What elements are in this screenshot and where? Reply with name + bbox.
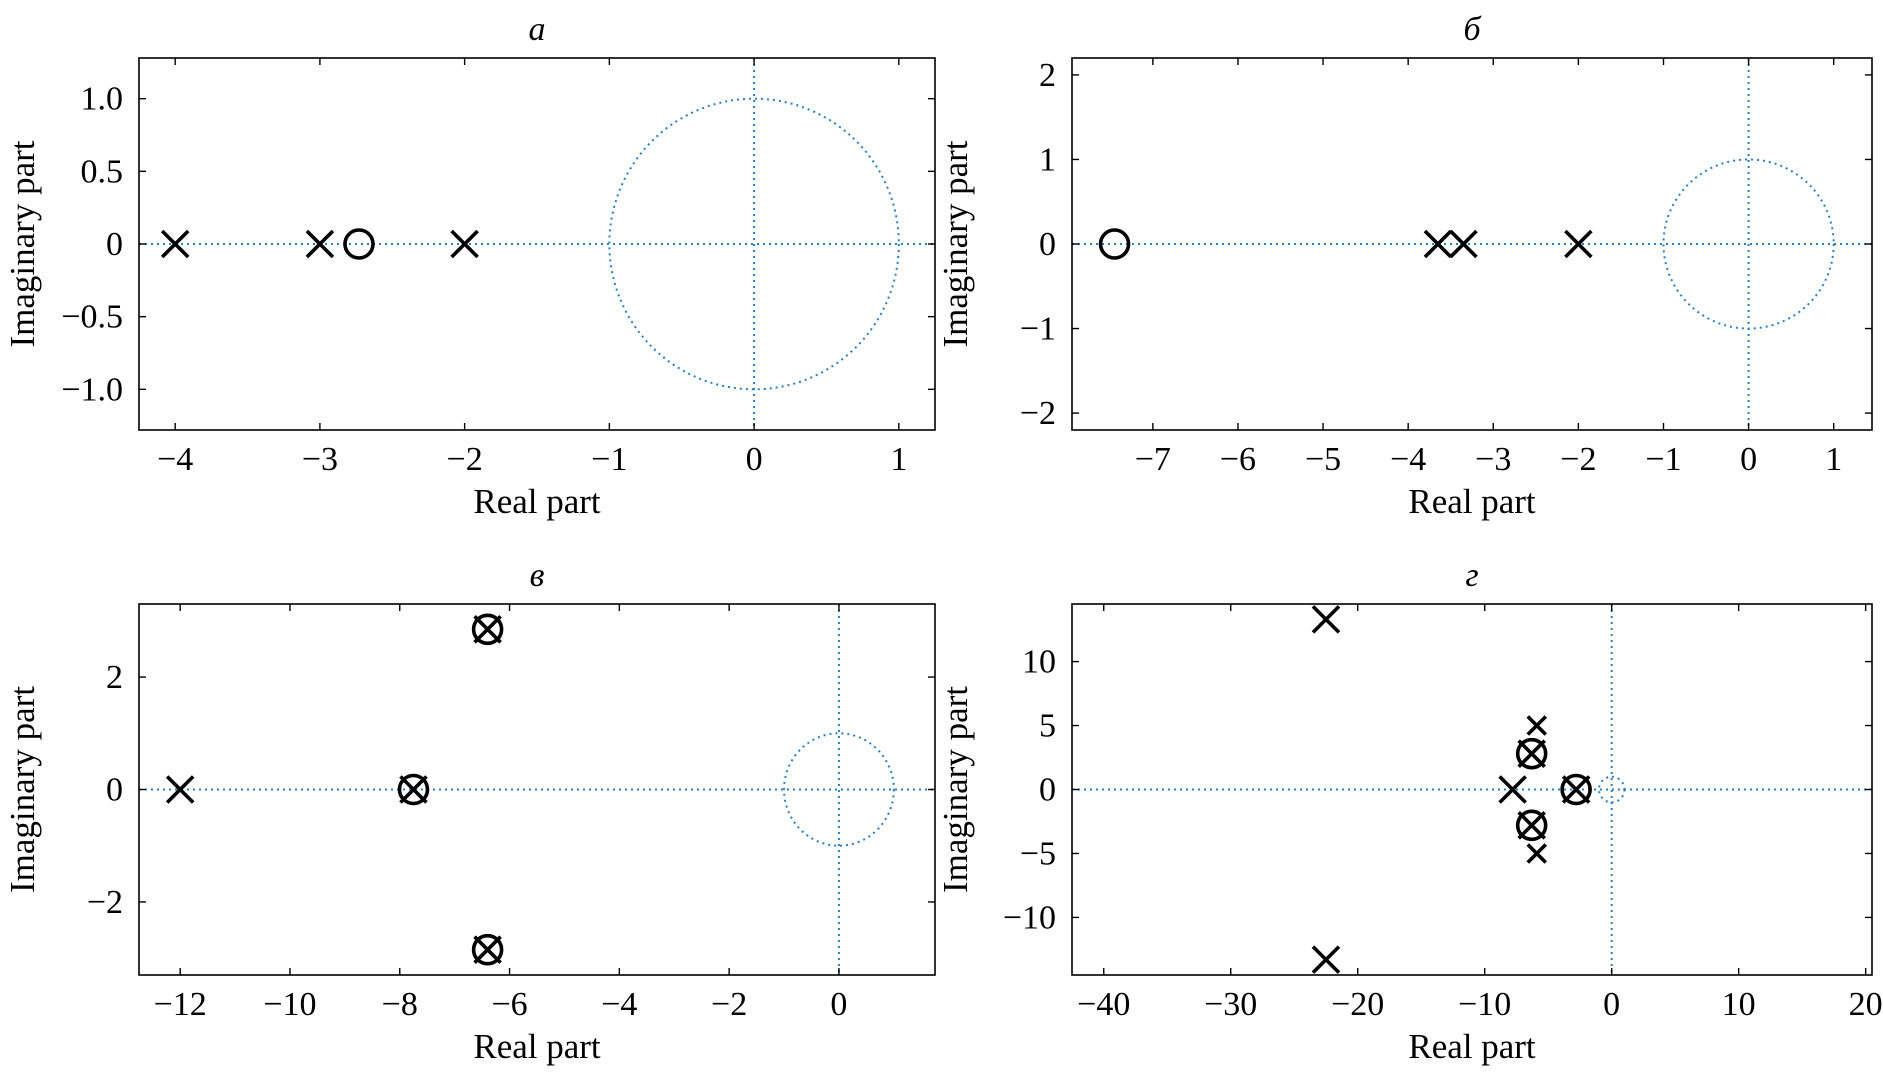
- x-tick-label: −4: [1390, 441, 1426, 478]
- y-tick-label: −0.5: [61, 299, 123, 336]
- x-tick-label: −4: [157, 441, 193, 478]
- unit-circle: [608, 97, 900, 391]
- x-tick-label: −1: [1645, 441, 1681, 478]
- y-tick-label: 0: [1039, 772, 1056, 809]
- unit-circle: [1597, 775, 1626, 804]
- y-tick-label: 0: [106, 226, 123, 263]
- y-tick-label: −5: [1020, 835, 1056, 872]
- panel-2: −7 −6 −5 −4 −3 −2 −1 0 1 2 1 0 −1 −2 б Real part Imagina…: [936, 11, 1873, 521]
- unit-circle: [783, 732, 895, 847]
- x-tick-label: −10: [1458, 986, 1511, 1023]
- zero-marker: [343, 228, 375, 260]
- y-axis-label: Imaginary part: [936, 140, 975, 347]
- zero-marker: [1560, 773, 1592, 806]
- x-tick-label: 0: [746, 441, 763, 478]
- x-tick-label: 1: [890, 441, 907, 478]
- x-tick-label: −2: [1560, 441, 1596, 478]
- pole-marker: [165, 775, 195, 804]
- x-tick-label: −7: [1135, 441, 1171, 478]
- pole-marker: [1311, 945, 1341, 974]
- x-tick-label: 0: [1603, 986, 1620, 1023]
- x-tick-label: −3: [302, 441, 338, 478]
- panel-title: г: [1465, 557, 1478, 594]
- pole-marker: [1561, 775, 1591, 804]
- panel-1: −4 −3 −2 −1 0 1 1.0 0.5 0 −0.5 −1.0 а Real part Imagi…: [3, 11, 936, 521]
- x-tick-label: 10: [1722, 986, 1756, 1023]
- x-tick-label: 0: [830, 986, 847, 1023]
- x-tick-label: −6: [491, 986, 527, 1023]
- x-axis-label: Real part: [1408, 482, 1536, 521]
- pole-marker: [1517, 811, 1546, 840]
- y-tick-label: 0: [1039, 226, 1056, 263]
- zero-marker: [397, 773, 430, 806]
- guide-lines: [1072, 604, 1872, 975]
- pole-marker: [399, 775, 428, 804]
- panel-title: б: [1463, 11, 1482, 48]
- guide-lines: [139, 604, 935, 975]
- guide-lines: [1072, 58, 1872, 430]
- panel-title: а: [529, 11, 546, 48]
- y-tick-label: −2: [87, 884, 123, 921]
- x-tick-label: −2: [447, 441, 483, 478]
- pole-marker: [1498, 775, 1527, 804]
- x-tick-label: 0: [1740, 441, 1757, 478]
- guide-lines: [139, 58, 935, 430]
- x-tick-label: −2: [711, 986, 747, 1023]
- zero-marker: [1515, 737, 1548, 770]
- y-axis-label: Imaginary part: [3, 140, 42, 347]
- y-tick-label: 1: [1039, 141, 1056, 178]
- x-tick-label: −3: [1475, 441, 1511, 478]
- x-tick-label: −1: [591, 441, 627, 478]
- y-tick-label: 2: [106, 659, 123, 696]
- pole-marker: [1526, 715, 1548, 736]
- y-tick-label: 2: [1039, 57, 1056, 94]
- pole-marker: [1311, 605, 1341, 634]
- zero-marker: [471, 933, 504, 966]
- y-tick-label: 0.5: [81, 153, 124, 190]
- x-tick-label: −10: [263, 986, 316, 1023]
- unit-circle: [1662, 158, 1835, 330]
- y-axis-label: Imaginary part: [3, 686, 42, 893]
- pole-marker: [1526, 843, 1548, 864]
- pole-marker: [473, 615, 502, 644]
- pole-marker: [1423, 229, 1453, 259]
- panel-4: −40 −30 −20 −10 0 10 20 10 5 0 −5 −10 г Real part Imag…: [936, 557, 1883, 1066]
- x-axis-label: Real part: [1408, 1027, 1536, 1066]
- zero-marker: [1098, 228, 1131, 260]
- zero-marker: [471, 613, 504, 646]
- x-tick-label: −40: [1077, 986, 1130, 1023]
- y-tick-label: −1: [1020, 311, 1056, 348]
- y-tick-label: 0: [106, 772, 123, 809]
- pole-marker: [1449, 229, 1478, 259]
- y-tick-label: −2: [1020, 395, 1056, 432]
- pole-marker: [450, 229, 479, 259]
- x-tick-label: −6: [1220, 441, 1256, 478]
- y-tick-label: 5: [1039, 708, 1056, 745]
- x-tick-label: −8: [382, 986, 418, 1023]
- panel-3: −12 −10 −8 −6 −4 −2 0 2 0 −2 в Real part Imaginary p…: [3, 557, 936, 1066]
- pole-marker: [1517, 739, 1546, 768]
- x-tick-label: −12: [154, 986, 207, 1023]
- pole-marker: [1564, 229, 1593, 259]
- x-axis-label: Real part: [473, 1027, 601, 1066]
- x-axis-label: Real part: [473, 482, 601, 521]
- y-tick-label: 1.0: [81, 81, 124, 118]
- y-tick-label: −10: [1003, 899, 1056, 936]
- y-axis-label: Imaginary part: [936, 686, 975, 893]
- x-tick-label: −20: [1331, 986, 1384, 1023]
- panel-title: в: [530, 557, 545, 594]
- pole-marker: [305, 229, 335, 259]
- x-tick-label: 20: [1849, 986, 1883, 1023]
- x-tick-label: −5: [1305, 441, 1341, 478]
- x-tick-label: −30: [1204, 986, 1257, 1023]
- y-tick-label: −1.0: [61, 371, 123, 408]
- y-tick-label: 10: [1022, 644, 1056, 681]
- x-tick-label: 1: [1825, 441, 1842, 478]
- pole-marker: [473, 935, 502, 964]
- zero-marker: [1515, 809, 1548, 842]
- pole-marker: [160, 229, 190, 259]
- x-tick-label: −4: [601, 986, 637, 1023]
